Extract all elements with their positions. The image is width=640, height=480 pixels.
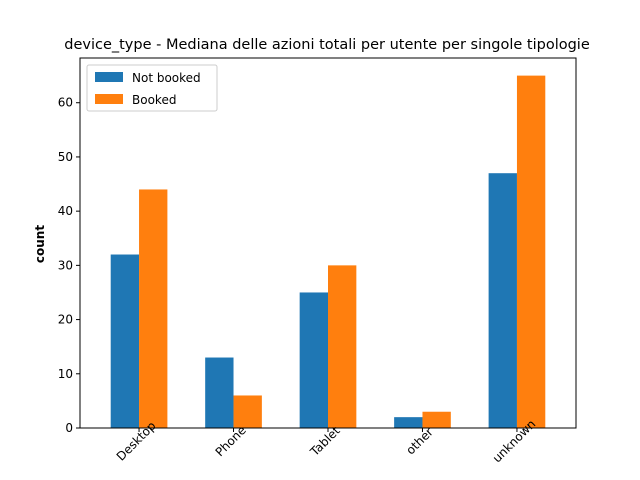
legend-label: Not booked bbox=[132, 71, 201, 85]
x-tick-label: other bbox=[403, 425, 436, 458]
x-tick-label: Phone bbox=[213, 423, 249, 459]
bar-not-booked-tablet bbox=[299, 292, 328, 428]
bar-not-booked-desktop bbox=[110, 254, 140, 428]
bars-group bbox=[110, 75, 546, 428]
bar-booked-desktop bbox=[139, 189, 168, 428]
bar-not-booked-unknown bbox=[488, 173, 517, 428]
legend-swatch bbox=[95, 72, 123, 82]
y-tick-label: 60 bbox=[58, 96, 73, 110]
bar-booked-phone bbox=[233, 395, 262, 428]
bar-booked-tablet bbox=[328, 265, 357, 428]
y-tick-label: 0 bbox=[65, 421, 73, 435]
bar-not-booked-other bbox=[394, 417, 423, 428]
y-tick-label: 50 bbox=[58, 150, 73, 164]
chart-title: device_type - Mediana delle azioni total… bbox=[64, 37, 590, 53]
legend-label: Booked bbox=[132, 93, 176, 107]
bar-not-booked-phone bbox=[205, 357, 234, 428]
bar-booked-other bbox=[422, 411, 451, 428]
y-tick-label: 10 bbox=[58, 367, 73, 381]
y-tick-label: 20 bbox=[58, 313, 73, 327]
x-tick-label: Tablet bbox=[307, 423, 343, 459]
legend: Not booked Booked bbox=[86, 64, 218, 112]
legend-swatch bbox=[95, 94, 123, 104]
y-axis-label: count bbox=[33, 225, 47, 263]
bar-booked-unknown bbox=[516, 75, 546, 428]
y-tick-label: 40 bbox=[58, 204, 73, 218]
y-tick-label: 30 bbox=[58, 258, 73, 272]
